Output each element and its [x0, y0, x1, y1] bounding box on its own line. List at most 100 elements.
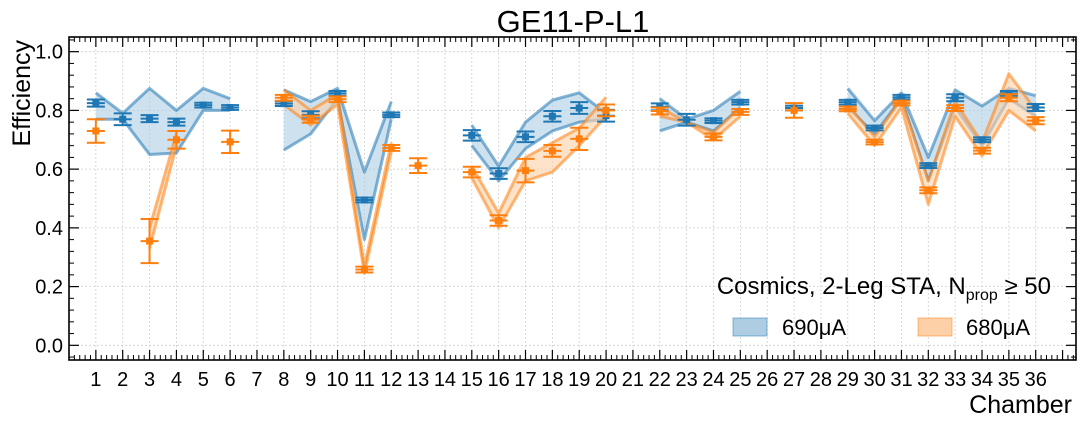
data-point — [280, 100, 288, 108]
data-point — [172, 136, 180, 144]
legend-swatch-690 — [732, 317, 768, 337]
data-point — [199, 101, 207, 109]
x-tick-label: 28 — [810, 369, 832, 391]
data-point — [951, 94, 959, 102]
data-point — [736, 98, 744, 106]
x-tick-label: 27 — [783, 369, 805, 391]
legend: Cosmics, 2-Leg STA, Nprop ≥ 50 690μA 680… — [717, 273, 1051, 340]
legend-swatch-680 — [917, 317, 953, 337]
x-tick-label: 26 — [756, 369, 778, 391]
legend-label-680: 680μA — [966, 315, 1030, 340]
y-tick-label: 0.2 — [35, 277, 63, 299]
data-point — [548, 147, 556, 155]
x-tick-label: 11 — [354, 369, 375, 391]
data-point — [978, 147, 986, 155]
data-point — [522, 167, 530, 175]
band-upper-edge — [659, 106, 742, 134]
x-tick-label: 15 — [461, 369, 483, 391]
uncertainty-band — [659, 107, 741, 140]
x-tick-label: 19 — [568, 369, 590, 391]
data-point — [548, 112, 556, 120]
legend-title-tail: ≥ 50 — [998, 273, 1051, 300]
data-point — [307, 115, 315, 123]
data-point — [146, 237, 154, 245]
y-axis-label: Efficiency — [8, 40, 36, 147]
x-tick-label: 3 — [144, 369, 155, 391]
x-tick-label: 18 — [541, 369, 563, 391]
plot-border — [68, 36, 1077, 361]
data-point — [897, 93, 905, 101]
band-upper-edge — [658, 90, 742, 121]
x-tick-label: 34 — [971, 369, 993, 391]
x-tick-label: 21 — [622, 369, 644, 391]
data-point — [334, 89, 342, 97]
x-tick-label: 17 — [514, 369, 536, 391]
band-upper-edge — [470, 91, 607, 168]
data-point — [226, 103, 234, 111]
x-tick-label: 22 — [649, 369, 671, 391]
data-point — [978, 136, 986, 144]
x-tick-label: 13 — [407, 369, 429, 391]
x-axis-label: Chamber — [969, 391, 1072, 419]
data-point — [226, 138, 234, 146]
legend-title: Cosmics, 2-Leg STA, Nprop ≥ 50 — [717, 273, 1051, 304]
legend-title-subscript: prop — [966, 287, 998, 304]
x-tick-label: 35 — [998, 369, 1020, 391]
x-tick-label: 24 — [702, 369, 724, 391]
data-point — [92, 127, 100, 135]
x-tick-label: 23 — [676, 369, 698, 391]
data-point — [844, 98, 852, 106]
grid-layer — [69, 37, 1076, 360]
uncertainty-band — [283, 89, 392, 274]
data-point — [468, 168, 476, 176]
data-point — [871, 124, 879, 132]
x-tick-label: 33 — [944, 369, 966, 391]
data-point — [575, 104, 583, 112]
x-tick-label: 1 — [90, 369, 101, 391]
band-upper-edge — [94, 86, 231, 115]
uncertainty-band — [847, 88, 1036, 181]
data-point — [736, 108, 744, 116]
x-tick-label: 32 — [917, 369, 939, 391]
x-tick-label: 29 — [837, 369, 859, 391]
x-tick-label: 6 — [225, 369, 236, 391]
y-tick-label: 0.4 — [35, 218, 63, 240]
x-tick-label: 9 — [305, 369, 316, 391]
x-tick-label: 4 — [171, 369, 182, 391]
x-tick-label: 14 — [434, 369, 456, 391]
x-tick-label: 25 — [729, 369, 751, 391]
x-tick-label: 5 — [198, 369, 209, 391]
data-point — [468, 131, 476, 139]
data-point — [334, 95, 342, 103]
x-tick-label: 36 — [1025, 369, 1047, 391]
x-tick-label: 16 — [488, 369, 510, 391]
data-point — [414, 162, 422, 170]
data-point — [522, 133, 530, 141]
y-tick-label: 0.0 — [35, 335, 63, 357]
x-tick-label: 10 — [326, 369, 348, 391]
chart-title: GE11-P-L1 — [497, 4, 650, 39]
data-point — [951, 104, 959, 112]
data-point — [656, 107, 664, 115]
legend-title-main: Cosmics, 2-Leg STA, N — [717, 273, 966, 300]
data-point — [172, 118, 180, 126]
x-tick-label: 30 — [863, 369, 885, 391]
data-point — [602, 106, 610, 114]
data-point — [360, 196, 368, 204]
data-point — [683, 116, 691, 124]
x-tick-label: 31 — [890, 369, 912, 391]
x-tick-label: 8 — [278, 369, 289, 391]
x-tick-label: 7 — [251, 369, 262, 391]
data-point — [92, 99, 100, 107]
data-point — [387, 111, 395, 119]
legend-label-690: 690μA — [782, 315, 846, 340]
band-upper-edge — [470, 96, 608, 215]
data-point — [709, 133, 717, 141]
data-point — [387, 144, 395, 152]
data-point — [280, 94, 288, 102]
tick-labels: 1 2 3 4 5 6 7 8 9 10 11 12 13 14 15 16 17 18 19 20 21 22 23 24 2… — [35, 42, 1047, 391]
uncertainty-band — [471, 97, 607, 228]
x-tick-label: 2 — [117, 369, 128, 391]
